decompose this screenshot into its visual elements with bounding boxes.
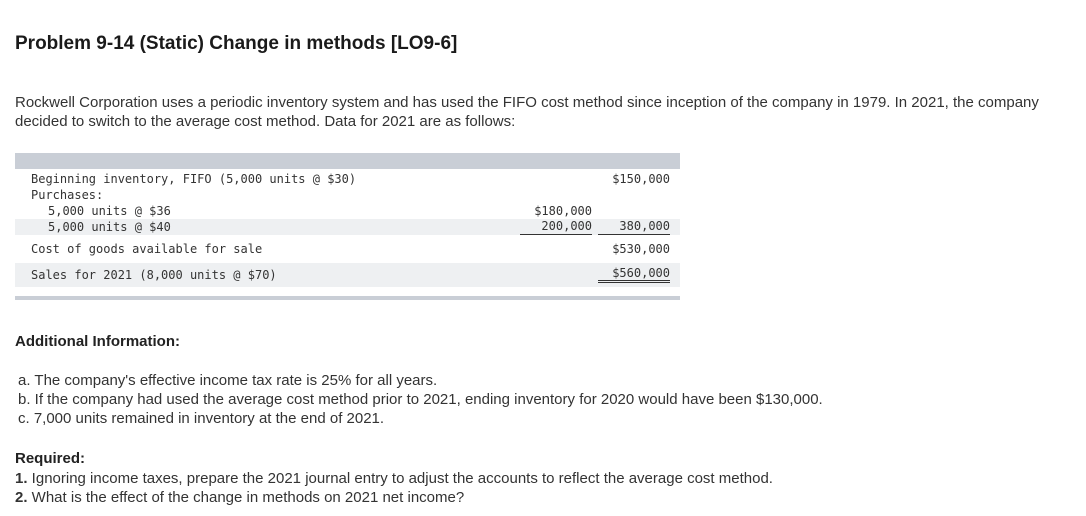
list-item: a. The company's effective income tax ra… [18,372,438,389]
row-label: Sales for 2021 (8,000 units @ $70) [31,268,277,282]
row-value: 380,000 [598,219,670,235]
row-label: Beginning inventory, FIFO (5,000 units @… [31,172,357,186]
row-label: 5,000 units @ $36 [48,204,171,218]
list-item: b. If the company had used the average c… [18,391,823,408]
row-value: $560,000 [598,266,670,283]
item-text: What is the effect of the change in meth… [27,489,465,506]
table-row-purchase-1: 5,000 units @ $36 $180,000 [15,203,680,219]
row-label: Cost of goods available for sale [31,242,263,256]
row-label: 5,000 units @ $40 [48,220,171,234]
table-row-purchase-2: 5,000 units @ $40 200,000 380,000 [15,219,680,235]
required-list: 1. Ignoring income taxes, prepare the 20… [15,469,773,507]
table-header-bar [15,153,680,169]
inventory-data-table: Beginning inventory, FIFO (5,000 units @… [15,153,680,300]
table-row-purchases: Purchases: [15,187,680,203]
problem-title: Problem 9-14 (Static) Change in methods … [15,33,458,54]
item-text: Ignoring income taxes, prepare the 2021 … [27,470,773,487]
list-item: c. 7,000 units remained in inventory at … [18,410,385,427]
item-number: 2. [15,489,28,506]
required-heading: Required: [15,450,86,467]
table-row-goods-available: Cost of goods available for sale $530,00… [15,241,680,257]
list-item: 2. What is the effect of the change in m… [15,488,773,507]
additional-info-list: a. The company's effective income tax ra… [18,371,823,428]
row-value: $150,000 [612,172,670,186]
additional-info-heading: Additional Information: [15,333,180,350]
item-number: 1. [15,470,28,487]
row-subvalue: $180,000 [534,204,592,218]
row-label: Purchases: [31,188,104,202]
table-row-beginning-inventory: Beginning inventory, FIFO (5,000 units @… [15,171,680,187]
list-item: 1. Ignoring income taxes, prepare the 20… [15,469,773,488]
table-row-sales: Sales for 2021 (8,000 units @ $70) $560,… [15,263,680,287]
problem-intro: Rockwell Corporation uses a periodic inv… [15,94,1039,130]
row-value: $530,000 [612,242,670,256]
table-footer-bar [15,296,680,300]
row-subvalue: 200,000 [520,219,592,235]
